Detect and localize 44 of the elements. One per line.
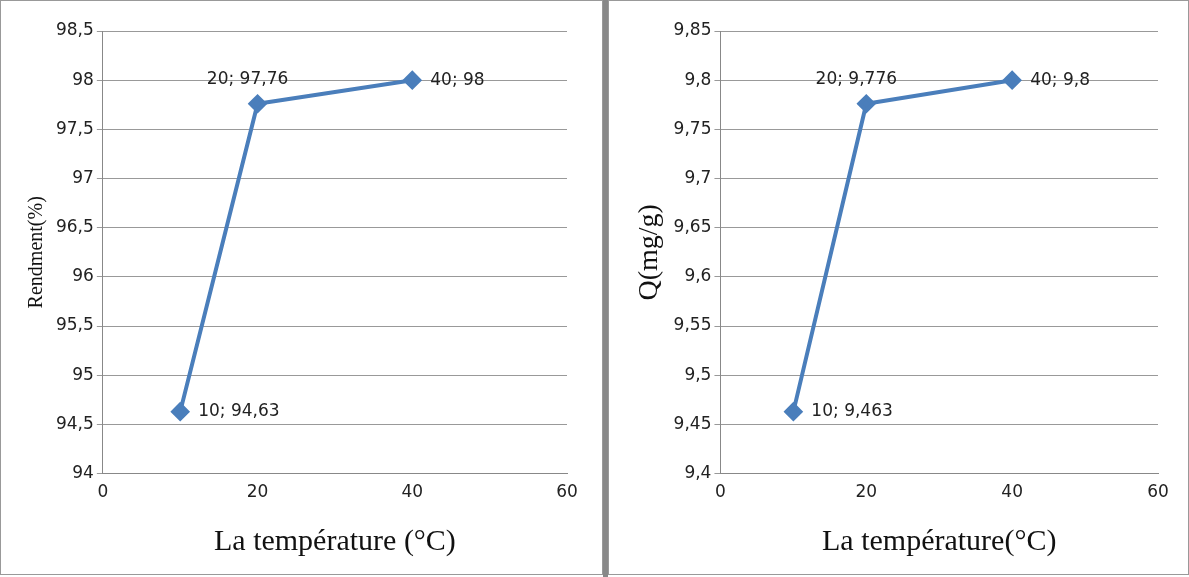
x-tick-label: 40 [401,481,424,502]
y-axis-title: Q(mg/g) [632,204,664,301]
data-label: 10; 94,63 [198,400,280,421]
x-tick-label: 20 [246,481,269,502]
y-tick-label: 9,7 [684,166,712,187]
x-axis-title: La température(°C) [822,522,1057,557]
y-tick-label: 95 [72,363,94,384]
y-tick-label: 98,5 [55,19,94,40]
x-axis-title: La température (°C) [213,522,456,557]
point [248,94,267,113]
point [171,402,190,421]
x-tick-label: 0 [715,481,726,502]
y-tick-label: 9,85 [673,19,712,40]
point [1003,71,1022,90]
y-tick-label: 97 [72,166,94,187]
data-label: 20; 97,76 [206,68,289,89]
y-tick-label: 9,55 [673,314,712,335]
y-tick-label: 9,5 [684,363,712,384]
x-tick-label: 40 [1001,481,1023,502]
y-tick-label: 9,4 [684,462,712,483]
y-axis-title: Rendment(%) [24,196,48,309]
data-label: 40; 9,8 [1030,68,1090,89]
y-tick-label: 95,5 [55,314,94,335]
data-label: 10; 9,463 [811,400,893,421]
point [857,94,876,113]
x-tick-label: 60 [556,481,578,502]
x-tick-label: 20 [855,481,878,502]
point [403,71,422,90]
y-tick-label: 96,5 [55,216,94,237]
point [784,402,803,421]
x-tick-label: 60 [1147,481,1169,502]
y-tick-label: 98 [72,68,94,89]
x-tick-label: 0 [97,481,109,502]
y-tick-label: 97,5 [55,117,94,138]
y-tick-label: 9,6 [684,265,712,286]
y-tick-label: 9,75 [673,117,712,138]
y-tick-label: 9,65 [673,216,712,237]
y-tick-label: 94,5 [55,412,94,433]
data-label: 20; 9,776 [815,68,898,89]
y-tick-label: 96 [72,265,94,286]
y-tick-label: 9,8 [684,68,712,89]
y-tick-label: 94 [72,462,94,483]
data-label: 40; 98 [430,68,485,89]
y-tick-label: 9,45 [673,412,712,433]
